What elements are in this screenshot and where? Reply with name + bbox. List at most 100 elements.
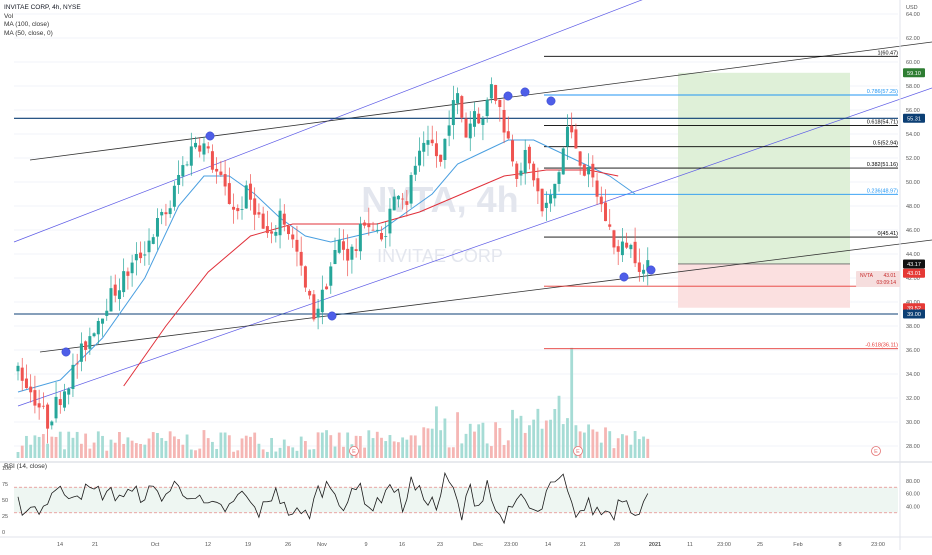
- trend-line: [13, 0, 643, 243]
- volume-bar: [58, 431, 62, 458]
- volume-bar: [54, 436, 58, 458]
- volume-bar: [439, 430, 443, 458]
- candle-body: [519, 170, 523, 176]
- price-tick-label: 56.00: [906, 108, 920, 114]
- price-tick-label: 54.00: [906, 132, 920, 138]
- watermark-ticker: NVTA, 4h: [361, 179, 518, 220]
- candle-body: [139, 252, 143, 259]
- volume-bar: [253, 432, 257, 458]
- touch-marker-icon: [205, 131, 215, 141]
- earnings-marker-label: E: [576, 449, 580, 455]
- candle-body: [278, 210, 282, 236]
- volume-bar: [240, 438, 244, 458]
- volume-bar: [629, 444, 633, 458]
- candle-body: [312, 294, 316, 320]
- volume-bar: [485, 443, 489, 458]
- volume-bar: [587, 424, 590, 458]
- candle-body: [92, 333, 96, 337]
- candle-body: [506, 131, 510, 139]
- candle-body: [126, 271, 130, 276]
- volume-bar: [118, 432, 121, 458]
- time-tick-label: Dec: [473, 542, 483, 548]
- candle-body: [396, 195, 400, 200]
- candle-body: [113, 284, 117, 296]
- volume-bar: [109, 439, 113, 458]
- candle-body: [270, 231, 274, 234]
- candle-body: [67, 388, 71, 395]
- volume-bar: [278, 447, 282, 458]
- volume-bar: [147, 438, 151, 458]
- candle-body: [485, 99, 489, 117]
- candle-body: [549, 194, 553, 204]
- touch-marker-icon: [646, 265, 656, 275]
- candle-body: [134, 253, 138, 261]
- price-tag-label: 55.31: [907, 116, 921, 122]
- candle-body: [16, 365, 20, 372]
- candle-body: [206, 146, 210, 149]
- price-tag-label: 43.01: [907, 271, 921, 277]
- candle-body: [172, 185, 176, 207]
- candle-body: [460, 96, 464, 118]
- volume-bar: [37, 436, 41, 458]
- time-tick-label: 12: [205, 542, 211, 548]
- touch-marker-icon: [520, 87, 530, 97]
- candle-body: [333, 250, 337, 265]
- candle-body: [468, 123, 472, 139]
- candle-body: [375, 229, 379, 231]
- candle-body: [536, 178, 540, 192]
- volume-bar: [287, 446, 290, 458]
- candle-body: [494, 84, 498, 101]
- time-tick-label: Feb: [793, 542, 802, 548]
- candle-body: [642, 269, 646, 274]
- candle-body: [219, 171, 223, 175]
- time-tick-label: 14: [57, 542, 63, 548]
- watermark-name: INVITAE CORP: [377, 246, 503, 266]
- volume-bar: [244, 435, 248, 458]
- volume-bar: [346, 432, 350, 458]
- price-tick-label: 34.00: [906, 372, 920, 378]
- volume-bar: [151, 432, 155, 458]
- candle-body: [553, 183, 557, 199]
- price-tick-label: 36.00: [906, 348, 920, 354]
- volume-bar: [456, 412, 459, 458]
- volume-bar: [122, 443, 126, 458]
- price-tag: [903, 113, 925, 123]
- volume-bar: [304, 441, 307, 458]
- volume-bar: [101, 435, 104, 458]
- volume-bar: [342, 446, 345, 458]
- volume-bar: [126, 437, 130, 458]
- candle-body: [405, 201, 409, 205]
- time-tick-label: 21: [580, 542, 586, 548]
- volume-bar: [282, 439, 286, 458]
- candle-body: [388, 208, 392, 234]
- volume-bar: [312, 449, 316, 458]
- volume-bar: [25, 435, 28, 458]
- rsi-axis-label: 80.00: [906, 479, 920, 485]
- currency-label: USD: [906, 5, 918, 11]
- volume-bar: [80, 443, 83, 458]
- candle-body: [320, 289, 324, 313]
- candle-body: [232, 206, 236, 210]
- candle-body: [477, 113, 481, 124]
- volume-bar: [498, 428, 502, 458]
- candle-body: [147, 240, 151, 253]
- volume-bar: [295, 450, 299, 458]
- rsi-pane: 100 75 50 25 0 80.00 60.00 40.00: [0, 461, 932, 536]
- candle-body: [185, 164, 189, 166]
- candle-body: [544, 202, 548, 208]
- candle-body: [291, 234, 295, 240]
- time-tick-label: 25: [757, 542, 763, 548]
- time-tick-label: 14: [545, 542, 551, 548]
- candlesticks: [16, 77, 650, 444]
- candle-body: [337, 239, 341, 253]
- candle-body: [367, 223, 371, 228]
- fib-label: 0(45.41): [878, 231, 899, 237]
- price-tick-label: 50.00: [906, 180, 920, 186]
- time-tick-label: 19: [245, 542, 251, 548]
- volume-bar: [409, 435, 413, 458]
- volume-bar: [528, 425, 531, 458]
- volume-bar: [574, 425, 578, 458]
- candle-body: [515, 163, 519, 179]
